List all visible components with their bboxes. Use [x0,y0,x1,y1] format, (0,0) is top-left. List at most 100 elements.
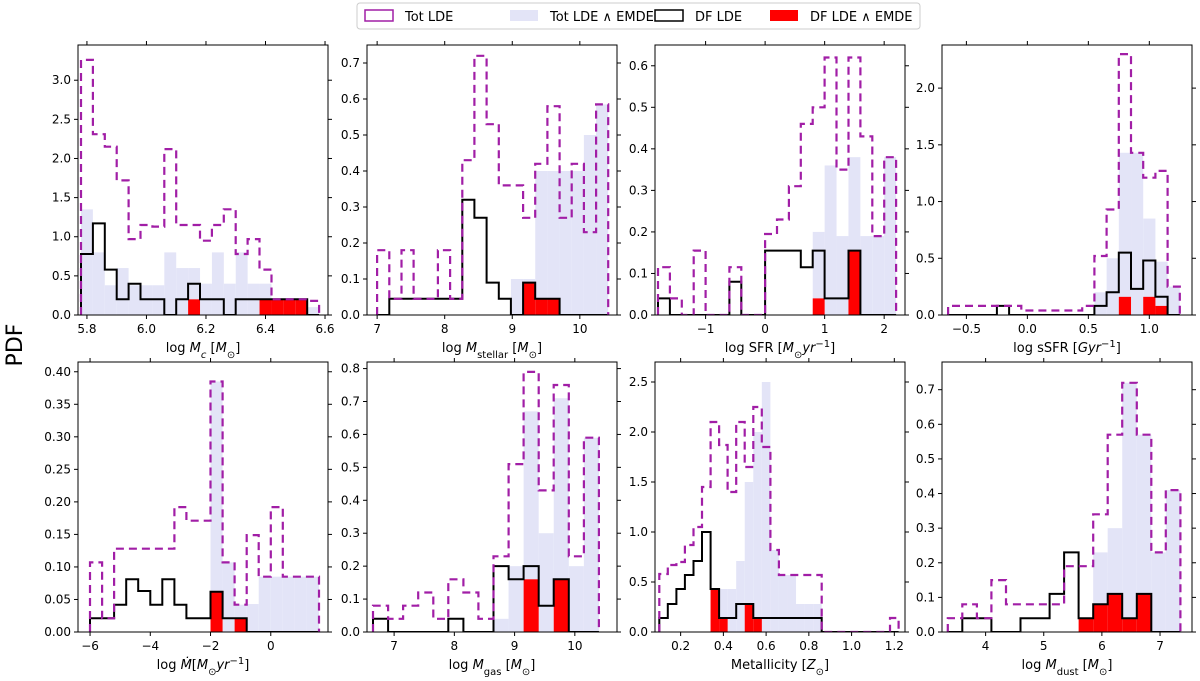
legend-label-tot_lde: Tot LDE [404,10,453,25]
bar-df-emde [719,618,728,632]
y-tick-label: 0.30 [44,430,71,444]
x-tick-label: 1 [821,322,829,336]
y-tick-label: 2.0 [52,151,71,165]
panel-4: −0.5 0.0 0.5 1.0 0.0 0.5 1.0 1.5 2.0 log sSFR [Gy… [916,41,1196,356]
legend-swatch-tot_emde [510,10,538,21]
bar-tot-emde [306,576,319,632]
bar-tot-emde [872,236,885,315]
y-tick-label: 0.0 [629,308,648,322]
y-tick-label: 0.0 [341,625,360,639]
bar-df-emde [1155,305,1168,315]
series-df-lde [947,551,1181,632]
bar-tot-emde [848,157,861,315]
bar-df-emde [210,591,223,632]
bar-tot-emde [92,252,105,315]
series-tot-lde [946,381,1182,632]
y-tick-label: 1.0 [629,525,648,539]
bar-df-emde [848,250,861,315]
plot-frame [941,361,1193,633]
y-tick-label: 0.5 [629,100,648,114]
y-tick-label: 0.3 [916,521,935,535]
bar-tot-emde [535,171,548,315]
plot-area [79,58,321,315]
legend-swatch-tot_lde [364,9,394,22]
x-tick-label: 6 [1098,639,1106,653]
x-tick-label: 8 [451,639,459,653]
bar-tot-emde [583,135,597,315]
global-y-axis-label: PDF [3,324,28,367]
y-tick-label: 0.35 [44,397,71,411]
bar-tot-emde [210,381,223,632]
y-tick-label: 0.25 [44,462,71,476]
bar-tot-emde [559,171,572,315]
legend: Tot LDE Tot LDE ∧ EMDE DF LDE DF LDE ∧ EMDE [356,2,921,30]
bar-tot-emde [211,252,224,315]
plot-frame [77,361,329,633]
bar-tot-emde [547,171,560,315]
panel-2: 7 8 9 10 0.0 0.1 0.2 0.3 0.4 0.5 0.6 0.7 log Mstella… [341,41,621,361]
x-tick-label: −2 [202,639,220,653]
bar-df-emde [295,299,308,315]
bar-tot-emde [744,482,754,632]
plot-area [376,54,610,315]
series-df-lde [948,251,1180,315]
x-tick-label: 7 [1156,639,1164,653]
bar-df-emde [234,618,247,632]
x-axis-label: log Mstellar [M⊙] [442,341,542,361]
y-tick-label: 0.5 [52,269,71,283]
y-tick-label: 0.0 [629,625,648,639]
x-axis-label: log Mc [M⊙] [166,341,241,361]
x-tick-label: 1.0 [842,639,861,653]
y-tick-label: 0.1 [341,272,360,286]
panel-7: 0.2 0.4 0.6 0.8 1.0 1.2 0.0 0.5 1.0 1.5 2.0 2.5 Meta… [629,358,909,678]
series-df-lde [658,531,899,632]
y-tick-label: 1.5 [916,138,935,152]
bar-tot-emde [596,104,609,315]
bar-df-emde [259,299,272,315]
y-tick-label: 0.4 [629,142,648,156]
x-axis-label: Metallicity [Z⊙] [731,658,829,678]
legend-swatch-df_emde [770,10,798,21]
bar-tot-emde [1122,382,1137,632]
bar-tot-emde [1151,552,1166,632]
bar-tot-emde [736,561,745,632]
bar-tot-emde [258,576,271,632]
plot-frame [654,361,906,633]
bar-tot-emde [282,576,295,632]
panel-3: −1 0 1 2 0.0 0.1 0.2 0.3 0.4 0.5 0.6 log SFR [M⊙yr−… [629,41,909,361]
y-tick-label: 0.5 [916,251,935,265]
y-tick-label: 0.15 [44,527,71,541]
y-tick-label: 0.20 [44,495,71,509]
bar-tot-emde [307,307,320,315]
bar-tot-emde [1167,286,1180,315]
y-tick-label: 0.00 [44,625,71,639]
y-tick-label: 2.0 [916,81,935,95]
y-tick-label: 0.2 [916,556,935,570]
series-df-lde [377,198,609,315]
bar-tot-emde [778,575,788,632]
bar-tot-emde [128,285,141,315]
x-axis-label: log SFR [M⊙yr−1] [725,339,835,361]
y-tick-label: 0.6 [341,92,360,106]
y-tick-label: 0.3 [341,526,360,540]
bar-tot-emde [860,236,873,315]
y-tick-label: 0.0 [916,625,935,639]
bar-tot-emde [1136,434,1152,632]
legend-label-df_lde: DF LDE [695,10,742,25]
x-tick-label: −4 [141,639,159,653]
y-tick-label: 0.0 [916,308,935,322]
bar-tot-emde [553,398,569,632]
y-tick-label: 0.1 [341,592,360,606]
legend-swatch-df_lde [654,9,684,22]
bar-df-emde [523,579,539,632]
bar-tot-emde [1155,261,1168,315]
bar-tot-emde [884,157,897,315]
x-tick-label: 1.2 [885,639,904,653]
x-tick-label: 0.0 [1018,322,1037,336]
y-tick-label: 0.6 [629,59,648,73]
y-tick-label: 0.7 [916,383,935,397]
bar-tot-emde [246,604,259,632]
plot-area [658,382,900,632]
bar-tot-emde [1131,152,1144,315]
